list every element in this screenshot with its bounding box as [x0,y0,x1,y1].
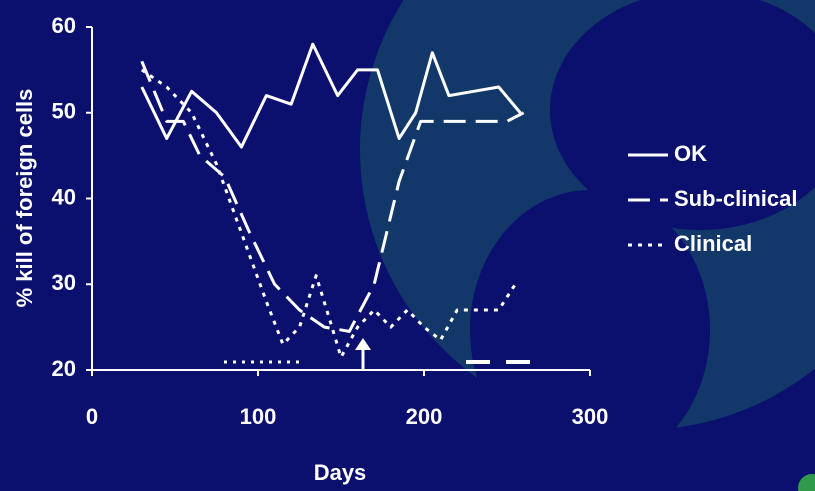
legend-label: Clinical [674,231,752,256]
y-axis-title: % kill of foreign cells [12,89,37,308]
y-tick-label: 20 [52,356,76,381]
x-axis-title: Days [314,460,367,485]
y-tick-label: 30 [52,270,76,295]
legend-label: Sub-clinical [674,186,797,211]
page: {"chart_data": { "type": "line", "y_titl… [0,0,815,491]
arrow-head [355,338,371,350]
chart: % kill of foreign cells Days 20 30 40 50 60 0… [0,0,815,491]
x-tick-label: 200 [406,404,443,429]
x-tick-label: 0 [86,404,98,429]
x-tick-label: 300 [572,404,609,429]
y-tick-label: 60 [52,13,76,38]
y-tick-label: 50 [52,99,76,124]
legend-label: OK [674,141,707,166]
x-tick-label: 100 [240,404,277,429]
y-tick-label: 40 [52,184,76,209]
logo-dot [798,474,815,491]
